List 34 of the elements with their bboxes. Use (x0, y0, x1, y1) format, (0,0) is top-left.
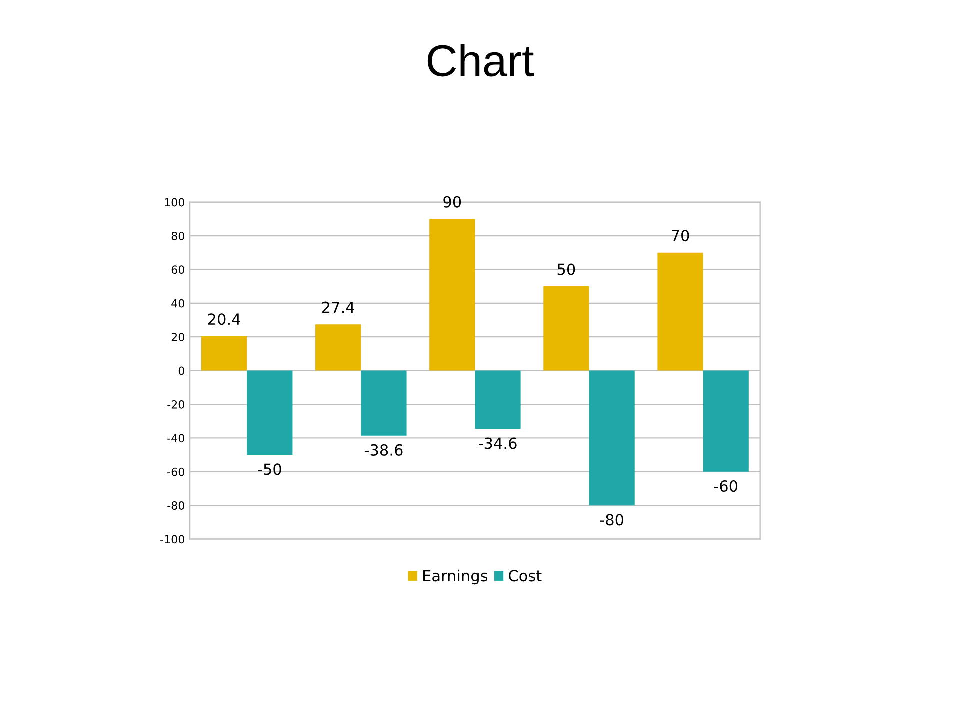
bar (589, 370, 635, 506)
bar (430, 219, 476, 371)
data-label: 90 (444, 196, 462, 208)
legend-label: Earnings (424, 570, 488, 585)
y-tick-label: 0 (178, 366, 184, 376)
data-label: 27.4 (322, 302, 354, 314)
bar (316, 324, 362, 371)
y-tick-label: -60 (168, 468, 184, 476)
data-label: -34.6 (478, 438, 517, 450)
data-label: 50 (558, 264, 576, 276)
data-label: 20.4 (208, 314, 240, 326)
bar (475, 370, 521, 430)
data-label: -80 (600, 514, 624, 526)
chart-title: Chart (428, 44, 534, 77)
y-tick-label: 40 (172, 299, 184, 308)
y-tick-label: -100 (160, 535, 184, 544)
bar (544, 286, 590, 371)
data-label: -38.6 (364, 444, 403, 456)
bar (201, 336, 248, 371)
y-tick-label: 100 (165, 198, 184, 207)
data-label: -60 (714, 480, 738, 492)
y-tick-label: -40 (168, 434, 184, 443)
legend-label: Cost (509, 570, 542, 582)
y-tick-label: 60 (172, 266, 184, 274)
bar (361, 370, 407, 436)
bar (658, 252, 704, 371)
data-label: -50 (258, 464, 282, 476)
y-tick-label: 80 (172, 232, 184, 240)
bar (247, 370, 293, 456)
y-tick-label: 20 (172, 333, 184, 342)
bar (703, 370, 749, 472)
y-tick-label: -80 (168, 502, 184, 510)
y-tick-label: -20 (168, 400, 184, 409)
data-label: 70 (672, 230, 690, 242)
